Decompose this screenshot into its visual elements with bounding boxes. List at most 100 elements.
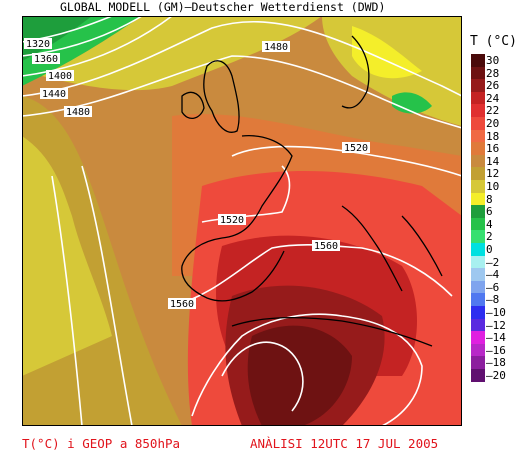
isoline [191,313,423,426]
legend-swatch [471,318,485,332]
legend-entry: 18 [468,129,520,143]
isoline-label: 1520 [344,143,368,154]
legend-swatch [471,331,485,344]
legend-swatch [471,293,485,306]
coastline-north-africa [231,317,433,347]
legend-entry: –10 [468,306,520,319]
legend-swatch [471,356,485,369]
legend-swatch [471,91,485,105]
isoline-label-box [218,214,246,225]
isoline-label: 1440 [42,89,66,100]
legend-label: –14 [486,331,506,345]
isoline-label-box [40,88,68,99]
legend-swatch [471,180,485,193]
temp-field-north-yellow [42,16,322,91]
legend-swatch [471,268,485,281]
legend-entry: –2 [468,255,520,269]
legend-entry: 28 [468,66,520,80]
legend-label: –8 [486,293,500,307]
legend-swatch [471,230,485,243]
legend-entry: 26 [468,79,520,92]
legend-label: 26 [486,79,500,93]
legend-label: 12 [486,167,500,181]
isoline [22,55,462,129]
isoline-label: 1480 [264,42,288,53]
isoline-label-box [168,298,196,309]
isoline-label: 1560 [314,241,338,252]
legend-entry: –18 [468,356,520,369]
legend-label: 2 [486,230,493,244]
legend-entry: –4 [468,268,520,281]
legend-swatch [471,205,485,218]
legend-label: –18 [486,356,506,370]
legend-entry: 20 [468,117,520,130]
legend-entry: –8 [468,293,520,306]
coastline-scandinavia [341,35,370,109]
isoline-label: 1400 [48,71,72,82]
legend-swatch [471,306,485,319]
legend-label: 8 [486,192,493,206]
legend-swatch [471,142,485,155]
legend-swatch [471,243,485,256]
legend-label: 10 [486,180,500,193]
legend-label: –20 [486,369,506,382]
map-title: GLOBAL MODELL (GM)–Deutscher Wetterdiens… [60,0,386,14]
temp-field-west-yellow [22,136,112,376]
isoline [22,16,173,77]
footer-variable-label: T(°C) i GEOP a 850hPa [22,436,181,451]
legend-swatch [471,117,485,130]
isoline-label: 1560 [170,299,194,310]
isoline [22,20,462,97]
legend-swatch [471,154,485,168]
legend-unit-label: T (°C) [470,34,517,49]
legend-entry: 2 [468,230,520,243]
coastline-balkans [401,215,443,277]
temp-field-baltic-green [392,92,432,114]
coastline-france-iberia [181,135,293,302]
isoline-label-box [312,240,340,251]
legend-entry: 22 [468,104,520,117]
legend-label: –12 [486,318,506,332]
legend-entry: 24 [468,91,520,105]
legend-label: –4 [486,268,500,282]
isoline-label-box [342,142,370,153]
temperature-map: 1320 1360 1400 1440 1480 1480 1520 1520 … [22,16,462,426]
isoline-label: 1520 [220,215,244,226]
footer-analysis-time: ANÀLISI 12UTC 17 JUL 2005 [250,436,439,451]
legend-label: –6 [486,280,500,294]
legend-label: 0 [486,243,493,256]
legend-label: 24 [486,91,500,105]
isoline-label-box [46,70,74,81]
legend-label: –10 [486,306,506,319]
temperature-legend: 30 28 26 24 22 20 18 16 14 12 10 8 6 4 2 0 –2 –4 –6 –8 –10 –1… [468,54,520,388]
coastline-italy [341,205,403,292]
legend-entry: 4 [468,217,520,231]
legend-entry: –16 [468,343,520,357]
coastline-ireland [181,91,205,119]
isoline-labels: 1320 1360 1400 1440 1480 1480 1520 1520 … [24,38,370,310]
temp-field-africa-maroon [247,325,352,426]
temp-field-scandinavia-yellow [352,26,422,79]
map-border [22,16,462,426]
legend-entry: –6 [468,280,520,294]
legend-entry: –12 [468,318,520,332]
legend-label: 4 [486,217,493,231]
legend-swatch [471,255,485,269]
isoline [51,175,83,426]
legend-entry: 30 [468,54,520,67]
legend-label: 6 [486,205,493,219]
legend-entry: 12 [468,167,520,180]
legend-label: 16 [486,142,500,156]
legend-swatch [471,343,485,357]
isoline-label: 1360 [34,54,58,65]
coastlines [181,35,443,347]
isoline-label-box [24,38,52,49]
legend-label: –16 [486,343,506,357]
legend-label: 28 [486,66,500,80]
legend-swatch [471,217,485,231]
legend-label: 22 [486,104,500,118]
isoline-label-box [64,106,92,117]
temp-field-north-green-dark [22,16,92,61]
legend-swatch [471,54,485,67]
coastline-british-isles [203,60,240,133]
